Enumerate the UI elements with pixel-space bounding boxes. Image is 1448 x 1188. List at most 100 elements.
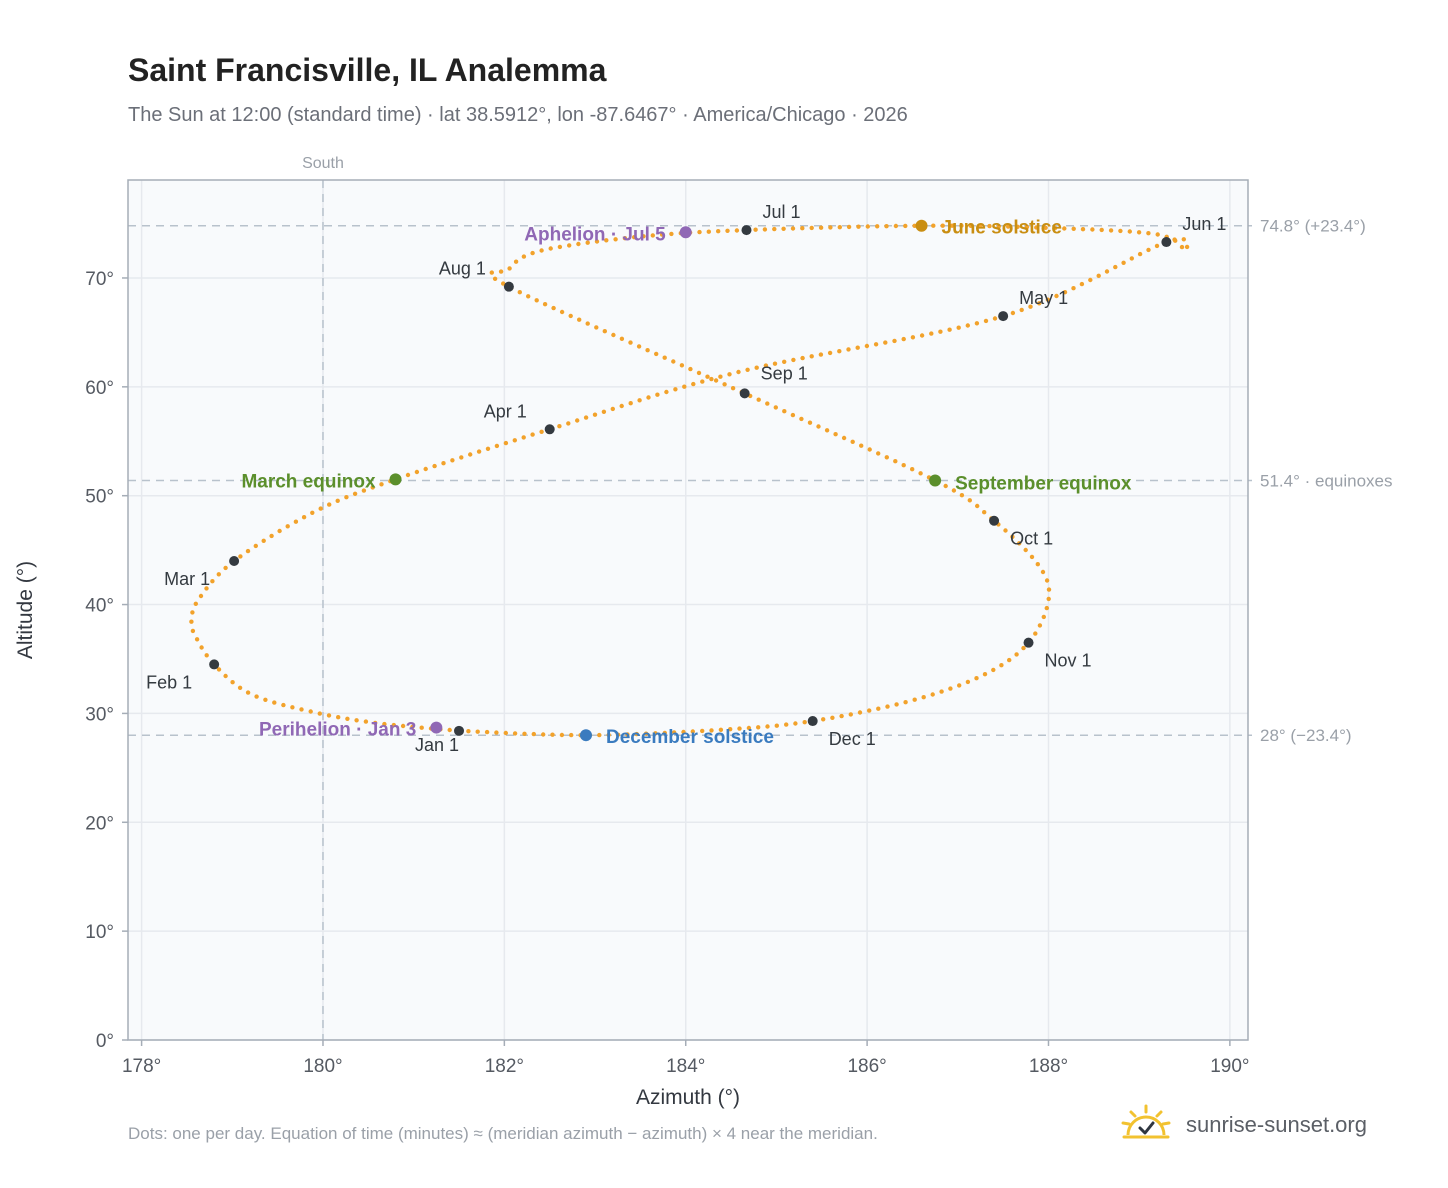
month-marker — [989, 515, 1000, 526]
day-dot — [583, 415, 589, 420]
y-tick-label: 0° — [96, 1031, 114, 1052]
day-dot — [682, 384, 687, 389]
month-marker — [229, 556, 240, 567]
day-dot — [293, 519, 299, 524]
day-dot — [965, 679, 971, 685]
day-dot — [272, 700, 277, 705]
day-dot — [1146, 231, 1151, 236]
day-dot — [1021, 645, 1026, 651]
day-dot — [1029, 554, 1035, 560]
y-axis-title: Altitude (°) — [14, 561, 37, 659]
day-dot — [982, 672, 988, 677]
day-dot — [722, 382, 727, 387]
event-marker — [929, 474, 942, 487]
day-dot — [285, 524, 290, 529]
day-dot — [379, 482, 384, 487]
day-dot — [709, 376, 714, 382]
day-dot — [559, 309, 565, 315]
day-dot — [637, 398, 642, 403]
day-dot — [542, 302, 548, 307]
day-dot — [1137, 251, 1143, 257]
day-dot — [772, 361, 778, 366]
day-dot — [551, 305, 556, 311]
day-dot — [754, 365, 759, 370]
day-dot — [1062, 226, 1067, 231]
day-dot — [781, 226, 786, 231]
x-axis-title: Azimuth (°) — [636, 1086, 740, 1109]
day-dot — [530, 432, 535, 437]
day-dot — [189, 619, 194, 624]
day-dot — [512, 731, 518, 736]
day-dot — [967, 498, 972, 503]
day-dot — [585, 321, 590, 326]
day-dot — [447, 727, 452, 733]
day-dot — [1184, 244, 1190, 250]
day-dot — [774, 723, 779, 728]
day-dot — [1129, 256, 1135, 261]
y-tick-label: 50° — [85, 487, 114, 508]
reference-label: 28° (−23.4°) — [1260, 726, 1352, 745]
day-dot — [1017, 541, 1022, 546]
day-dot — [576, 241, 581, 247]
sun-logo-icon — [1120, 1103, 1172, 1148]
day-dot — [521, 254, 527, 259]
day-dot — [921, 695, 926, 700]
day-dot — [567, 243, 572, 248]
day-dot — [281, 702, 286, 708]
day-dot — [512, 438, 517, 443]
day-dot — [655, 392, 660, 397]
event-label: June solstice — [942, 218, 1062, 239]
day-dot — [548, 246, 553, 251]
day-dot — [716, 229, 721, 234]
day-dot — [238, 554, 243, 559]
day-dot — [557, 244, 563, 250]
day-dot — [253, 543, 258, 549]
x-tick-label: 188° — [1029, 1056, 1068, 1077]
day-dot — [681, 729, 686, 735]
day-dot — [949, 223, 955, 228]
day-dot — [996, 224, 1001, 229]
day-dot — [632, 235, 637, 240]
day-dot — [569, 732, 574, 738]
brand-link[interactable]: sunrise-sunset.org — [1186, 1112, 1367, 1137]
day-dot — [459, 455, 464, 460]
day-dot — [903, 223, 908, 229]
day-dot — [602, 329, 607, 334]
day-dot — [522, 731, 527, 736]
day-dot — [850, 439, 855, 444]
day-dot — [951, 488, 957, 493]
day-dot — [494, 730, 499, 735]
day-dot — [432, 463, 437, 469]
day-dot — [1173, 238, 1178, 243]
day-dot — [1071, 286, 1076, 291]
day-dot — [628, 340, 633, 345]
day-dot — [873, 342, 879, 347]
day-dot — [622, 236, 628, 241]
day-dot — [1121, 260, 1126, 265]
day-dot — [807, 420, 813, 425]
month-label: Sep 1 — [761, 363, 808, 383]
day-dot — [615, 732, 621, 737]
day-dot — [837, 349, 842, 354]
day-dot — [983, 318, 989, 324]
day-dot — [503, 440, 509, 446]
day-dot — [628, 401, 633, 406]
day-dot — [594, 239, 600, 244]
day-dot — [237, 685, 243, 690]
day-dot — [1071, 226, 1076, 231]
month-marker — [544, 424, 555, 435]
day-dot — [363, 719, 369, 724]
day-dot — [1019, 307, 1024, 313]
day-dot — [1035, 562, 1041, 567]
day-dot — [485, 446, 491, 451]
day-dot — [230, 680, 235, 685]
day-dot — [876, 706, 881, 711]
x-tick-label: 178° — [122, 1056, 161, 1077]
month-marker — [1161, 237, 1172, 248]
day-dot — [318, 506, 323, 511]
brand[interactable]: sunrise-sunset.org — [1120, 1100, 1367, 1150]
day-dot — [1010, 310, 1016, 316]
day-dot — [597, 732, 602, 738]
day-dot — [568, 313, 573, 319]
